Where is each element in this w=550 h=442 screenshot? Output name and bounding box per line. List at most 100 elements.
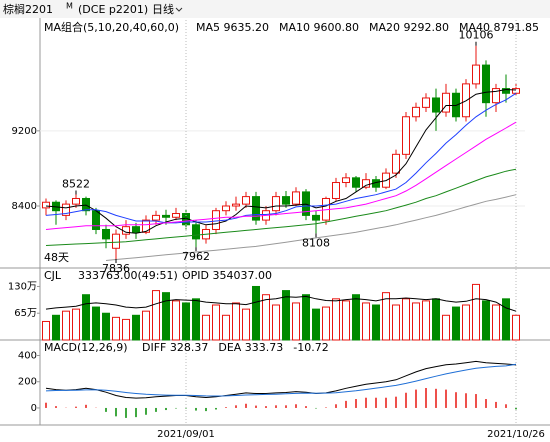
dropdown-icon[interactable] (175, 7, 183, 12)
symbol: 棕榈2201 (3, 2, 53, 16)
candle-body (392, 153, 400, 174)
legend-title: CJL (44, 269, 62, 282)
y-tick-label: 9200 (12, 126, 37, 137)
legend-item: DEA 333.73 (218, 341, 283, 354)
candle-body (212, 210, 220, 230)
ma-line (105, 194, 517, 261)
legend-item: MA10 9600.80 (279, 21, 359, 34)
macd-line (45, 360, 517, 399)
volume-bar (372, 304, 380, 341)
volume-bar (202, 314, 210, 341)
legend-subtitle: 333763.00(49:51) (78, 269, 178, 282)
volume-bar (132, 314, 140, 341)
volume-bar (352, 294, 360, 341)
candle-body (62, 203, 70, 216)
volume-bar (232, 302, 240, 341)
candle-body (502, 88, 510, 94)
volume-bar (392, 304, 400, 341)
volume-bar (252, 285, 260, 341)
volume-bar (72, 308, 80, 341)
volume-bar (82, 294, 90, 341)
ma-line (45, 92, 517, 224)
volume-bar (472, 283, 480, 341)
period[interactable]: 日线 (152, 2, 174, 16)
volume-bar (142, 310, 150, 341)
ma-line (45, 121, 517, 230)
candle-body (172, 213, 180, 218)
candle-body (222, 205, 230, 212)
candle-body (92, 210, 100, 230)
macd-line (45, 363, 517, 397)
candle-body (402, 116, 410, 155)
volume-bar (92, 306, 100, 341)
candle-body (232, 203, 240, 207)
volume-bar (262, 294, 270, 341)
candle-body (432, 97, 440, 113)
volume-bar (62, 310, 70, 341)
y-tick-label: 200 (18, 377, 37, 388)
header-bar (0, 0, 550, 18)
candle-body (342, 177, 350, 184)
candle-body (272, 196, 280, 212)
candle-body (162, 214, 170, 218)
candle-body (292, 191, 300, 205)
volume-bar (102, 312, 110, 341)
candle-body (72, 197, 80, 205)
volume-bar (192, 298, 200, 341)
volume-bar (242, 308, 250, 341)
volume-bar (422, 300, 430, 341)
candle-body (132, 226, 140, 233)
volume-bar (382, 292, 390, 341)
volume-bar (212, 304, 220, 341)
candle-body (102, 228, 110, 240)
volume-bar (272, 304, 280, 341)
legend-title: MA组合(5,10,20,40,60,0) (44, 20, 179, 34)
volume-bar (162, 292, 170, 341)
legend-item: MA5 9635.20 (196, 21, 269, 34)
candle-body (362, 179, 370, 188)
volume-bar (302, 294, 310, 341)
candle-body (42, 201, 50, 209)
annotation: 7836 (102, 262, 130, 275)
volume-bar (42, 320, 50, 341)
macd-value: -10.72 (293, 341, 328, 354)
volume-bar (52, 314, 60, 341)
volume-bar (512, 314, 520, 341)
note: 48天 (44, 251, 69, 264)
candle-body (252, 196, 260, 221)
candle-body (112, 233, 120, 249)
candle-body (142, 219, 150, 233)
volume-bar (492, 304, 500, 341)
ma-line (45, 168, 517, 246)
volume-bar (402, 298, 410, 341)
code: (DCE p2201) (78, 3, 148, 16)
candle-body (352, 177, 360, 188)
annotation: 7962 (182, 250, 210, 263)
candle-body (152, 214, 160, 221)
legend-item: OPID 354037.00 (182, 269, 272, 282)
candle-body (472, 64, 480, 85)
candle-body (312, 214, 320, 221)
volume-bar (312, 308, 320, 341)
volume-bar (452, 306, 460, 341)
legend-item: MA40 8791.85 (459, 21, 539, 34)
candle-body (192, 224, 200, 240)
candle-body (242, 196, 250, 205)
volume-bar (362, 302, 370, 341)
volume-bar (112, 316, 120, 341)
candle-body (422, 97, 430, 108)
volume-bar (122, 318, 130, 341)
annotation: 10106 (459, 29, 494, 42)
volume-bar (322, 306, 330, 341)
volume-bar (282, 290, 290, 341)
annotation: 8522 (62, 178, 90, 191)
candle-body (82, 197, 90, 212)
annotation: 8108 (302, 236, 330, 249)
candle-body (442, 92, 450, 113)
candle-body (492, 88, 500, 104)
legend-title: MACD(12,26,9) (44, 341, 128, 354)
y-tick-label: 400 (18, 350, 37, 361)
legend-item: DIFF 328.37 (142, 341, 208, 354)
y-tick-label: 8400 (12, 201, 37, 212)
